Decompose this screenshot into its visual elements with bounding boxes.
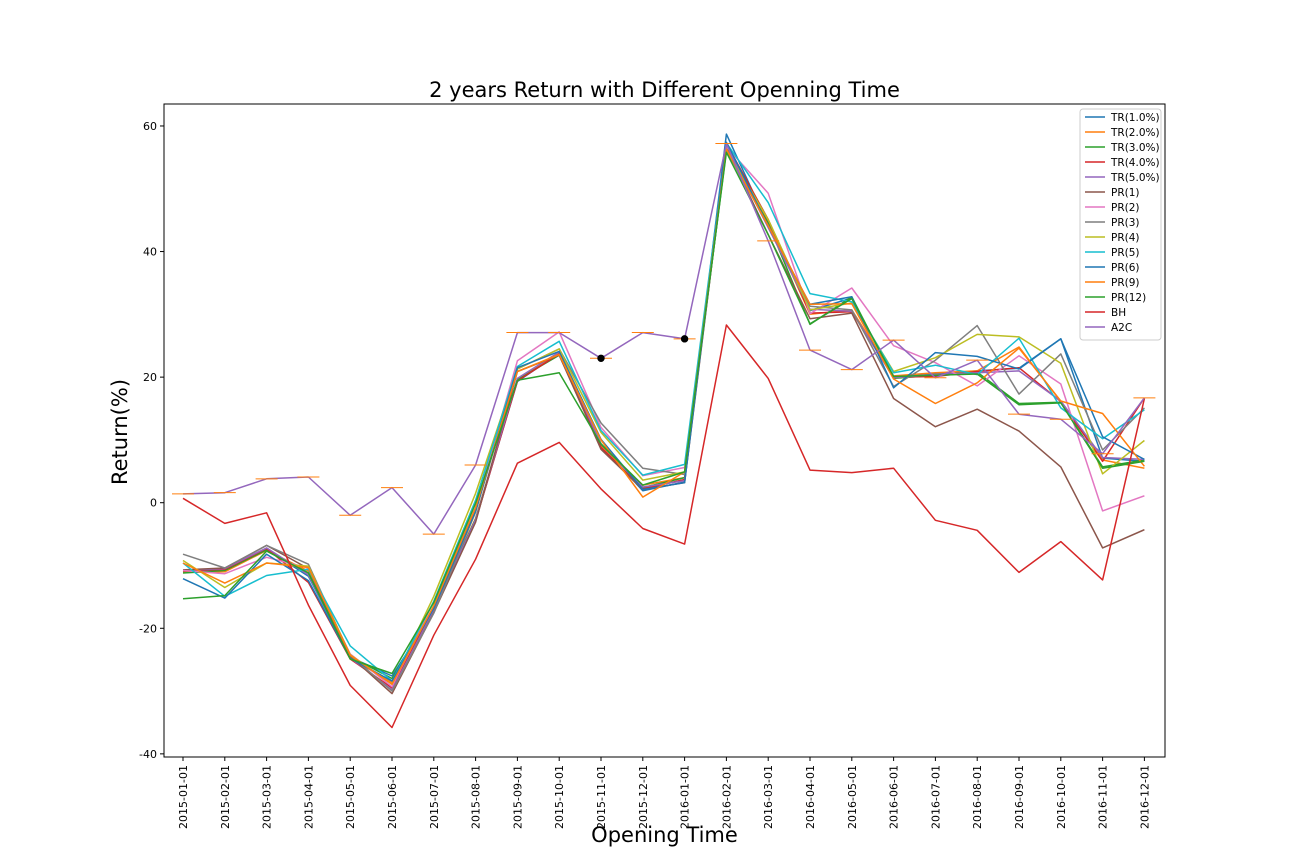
- legend-label: PR(3): [1111, 217, 1140, 229]
- x-axis-ticks: 2015-01-01 2015-02-01 2015-03-01 2015-04-01…: [177, 757, 1151, 829]
- x-tick-label: 2015-10-01: [553, 765, 566, 829]
- x-tick-label: 2016-04-01: [804, 765, 817, 829]
- legend-label: PR(9): [1111, 277, 1140, 289]
- legend-label: TR(2.0%): [1110, 127, 1160, 139]
- legend-label: TR(4.0%): [1110, 157, 1160, 169]
- x-tick-label: 2015-06-01: [386, 765, 399, 829]
- x-tick-label: 2015-05-01: [344, 765, 357, 829]
- x-tick-label: 2016-02-01: [720, 765, 733, 829]
- y-tick-label: 20: [143, 371, 157, 384]
- x-tick-label: 2016-01-01: [679, 765, 692, 829]
- x-tick-label: 2016-10-01: [1055, 765, 1068, 829]
- legend-label: TR(5.0%): [1110, 172, 1160, 184]
- x-tick-label: 2016-11-01: [1097, 765, 1110, 829]
- legend-label: PR(12): [1111, 292, 1146, 304]
- highlight-markers: [597, 335, 689, 362]
- legend-label: A2C: [1111, 322, 1132, 334]
- legend-label: PR(5): [1111, 247, 1140, 259]
- y-tick-label: 40: [143, 246, 157, 259]
- y-tick-label: -20: [139, 622, 157, 635]
- legend-label: PR(2): [1111, 202, 1140, 214]
- legend-label: PR(4): [1111, 232, 1140, 244]
- x-tick-label: 2015-04-01: [302, 765, 315, 829]
- series-line-pr-9: [182, 148, 1145, 685]
- series-lines: [182, 133, 1146, 729]
- highlight-marker: [680, 335, 689, 343]
- y-tick-label: 60: [143, 120, 157, 133]
- x-tick-label: 2015-07-01: [428, 765, 441, 829]
- x-tick-label: 2016-05-01: [846, 765, 859, 829]
- x-tick-label: 2016-06-01: [888, 765, 901, 829]
- x-tick-label: 2015-01-01: [177, 765, 190, 829]
- x-tick-label: 2016-08-01: [971, 765, 984, 829]
- legend-label: PR(6): [1111, 262, 1140, 274]
- x-axis-label: Opening Time: [591, 823, 738, 847]
- highlight-marker: [597, 354, 605, 362]
- x-tick-label: 2015-11-01: [595, 765, 608, 829]
- legend-label: PR(1): [1111, 187, 1140, 199]
- y-tick-label: -40: [139, 748, 157, 761]
- x-tick-label: 2015-09-01: [511, 765, 524, 829]
- x-tick-label: 2015-03-01: [261, 765, 274, 829]
- y-tick-label: 0: [150, 497, 157, 510]
- legend-label: TR(1.0%): [1110, 112, 1160, 124]
- legend-label: BH: [1111, 307, 1126, 319]
- x-tick-label: 2016-12-01: [1138, 765, 1151, 829]
- x-tick-label: 2016-09-01: [1013, 765, 1026, 829]
- plot-area: [164, 104, 1165, 757]
- x-tick-label: 2016-07-01: [929, 765, 942, 829]
- x-tick-label: 2015-08-01: [470, 765, 483, 829]
- series-line-bh: [182, 324, 1146, 729]
- x-tick-label: 2015-02-01: [219, 765, 232, 829]
- x-tick-label: 2016-03-01: [762, 765, 775, 829]
- y-axis-label: Return(%): [108, 378, 132, 486]
- legend: TR(1.0%) TR(2.0%) TR(3.0%) TR(4.0%) TR(5.0%)…: [1079, 108, 1162, 341]
- y-axis-ticks: -40 -20 0 20 40 60: [139, 120, 164, 761]
- chart-title: 2 years Return with Different Openning T…: [429, 78, 900, 102]
- plot-frame: [163, 103, 1166, 758]
- error-caps: [172, 143, 1156, 535]
- legend-label: TR(3.0%): [1110, 142, 1160, 154]
- x-tick-label: 2015-12-01: [637, 765, 650, 829]
- series-line-a2c: [182, 142, 1146, 535]
- series-line-pr-12: [182, 151, 1145, 675]
